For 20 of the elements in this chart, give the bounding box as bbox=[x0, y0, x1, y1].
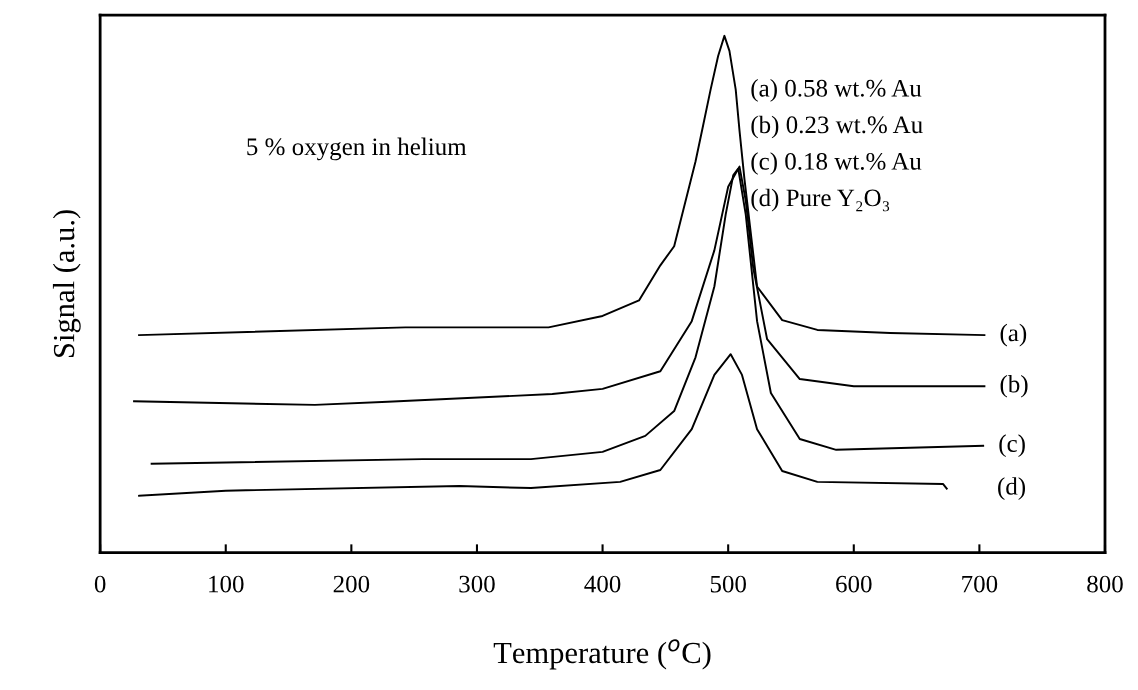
x-tick-label: 600 bbox=[836, 575, 872, 593]
series-label: (b) bbox=[1000, 374, 1028, 398]
annotation: (c) 0.18 wt.% Au bbox=[751, 152, 922, 175]
x-tick-label: 300 bbox=[459, 575, 495, 593]
x-tick-label: 200 bbox=[333, 575, 370, 593]
annotation: (b) 0.23 wt.% Au bbox=[751, 115, 923, 139]
x-tick-label: 0 bbox=[94, 575, 106, 593]
x-tick-label: 700 bbox=[962, 575, 998, 593]
y-axis-title: Signal (a.u.) bbox=[52, 210, 81, 357]
x-axis-title: Temperature ($^{o}$C) bbox=[493, 639, 711, 670]
text: (d) bbox=[998, 477, 1026, 500]
x-tick-label: 800 bbox=[1087, 575, 1123, 593]
annotation: (a) 0.58 wt.% Au bbox=[751, 79, 922, 102]
annotation: 5 % oxygen in helium bbox=[247, 137, 467, 161]
x-tick-label: 400 bbox=[584, 575, 621, 593]
x-tick-label: 500 bbox=[710, 575, 746, 593]
x-tick-label: 100 bbox=[209, 575, 244, 593]
annotation: (d) Pure Y₂O₃ bbox=[751, 188, 890, 212]
series-label: (c) bbox=[999, 434, 1025, 458]
series-label: (a) bbox=[1000, 323, 1027, 347]
